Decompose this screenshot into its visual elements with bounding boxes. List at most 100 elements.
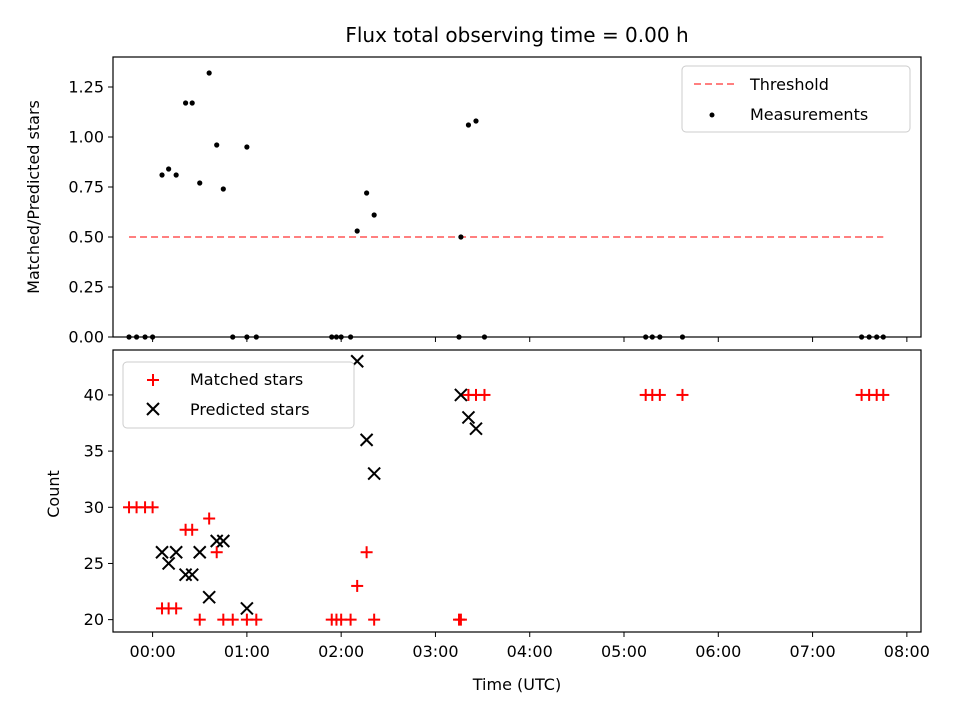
matched-stars-point [653,388,666,401]
measurements-point [859,334,865,340]
measurements-point [182,100,189,106]
matched-stars-point [170,602,183,615]
top-axes-frame [112,56,922,338]
measurements-point [371,212,377,218]
top-y-tick-label: 0.50 [68,228,104,247]
measurements-point [333,334,340,340]
bottom-x-tick-label: 07:00 [790,642,836,661]
predicted-stars-point [169,545,183,559]
matched-stars-point [186,523,199,536]
measurements-point [354,228,360,234]
top-panel: 0.00 0.25 0.50 0.75 1.00 1.25 [68,56,922,347]
matched-stars-point [203,512,216,525]
measurements-point [149,334,156,340]
bottom-x-tick-label: 03:00 [412,642,458,661]
bottom-x-tick-label: 08:00 [884,642,930,661]
measurements-point [347,334,354,340]
measurements-point [197,180,203,186]
predicted-stars-point [185,567,199,582]
matched-stars-point [351,579,364,592]
measurements-point [874,334,880,340]
top-legend: Threshold Measurements [681,65,911,133]
chart-title: Flux total observing time = 0.00 h [345,23,688,47]
bottom-x-tick-label: 04:00 [507,642,553,661]
predicted-stars-point [359,433,374,447]
measurements-point [173,172,179,178]
measurements-point [206,70,212,76]
x-axis-label: Time (UTC) [472,675,561,694]
bottom-x-tick-label: 02:00 [318,642,364,661]
measurements-point [866,334,872,340]
measurements-point [189,100,195,106]
legend-matched-label: Matched stars [190,370,303,389]
measurements-point [133,334,140,340]
legend-predicted-label: Predicted stars [190,400,310,419]
legend-predicted-marker [146,402,160,416]
predicted-stars-point [202,590,216,604]
bottom-x-tick-label: 05:00 [601,642,647,661]
matched-stars-point [454,613,467,626]
bottom-x-tick-label: 06:00 [695,642,741,661]
bottom-y-tick-label: 25 [84,554,104,573]
matched-stars-point [360,546,373,559]
measurements-point [338,334,344,340]
top-legend-box [681,65,911,133]
top-y-tick-label: 1.25 [68,78,104,97]
measurements-point [473,118,479,124]
measurements-point [481,334,488,340]
top-y-tick-label: 0.75 [68,178,104,197]
top-y-tick-label: 0.00 [68,328,104,347]
measurements-point [657,334,663,340]
legend-threshold-label: Threshold [749,75,829,94]
matched-stars-point [146,501,159,514]
top-y-axis-label: Matched/Predicted stars [24,100,43,294]
bottom-legend: Matched stars Predicted stars [122,361,355,429]
predicted-stars-point [240,601,254,616]
measurements-point [880,334,886,340]
measurements-point [214,142,220,148]
bottom-y-tick-label: 20 [84,610,104,629]
bottom-y-tick-label: 30 [84,498,104,517]
legend-measurements-label: Measurements [750,105,868,124]
bottom-x-tick-label: 01:00 [224,642,270,661]
measurements-point [329,334,335,340]
matched-stars-point [344,613,357,626]
measurements-point [244,144,250,150]
predicted-stars-point [178,567,193,582]
measurements-point [465,122,472,128]
predicted-stars-point [469,421,483,436]
measurements-point [159,172,165,178]
top-y-tick-label: 0.25 [68,278,104,297]
measurements-point [458,234,464,240]
matched-stars-point [676,388,689,401]
predicted-stars-point [216,534,231,548]
matched-stars-point [250,613,263,626]
top-y-tick-label: 1.00 [68,128,104,147]
measurements-point [253,334,259,340]
predicted-stars-point [367,466,381,481]
matched-stars-point [478,388,491,401]
legend-matched-marker [147,374,159,386]
bottom-panel: 20 25 30 35 40 00:00 01:00 02:00 03:00 04:00 05:00… [84,349,930,661]
measurements-point [166,166,172,172]
matched-stars-point [193,613,206,626]
bottom-axes-frame [112,349,922,633]
measurements-point [643,334,649,340]
measurements-point [649,334,655,340]
measurements-point [230,334,236,340]
matched-stars-point [877,388,890,401]
predicted-stars-point [210,534,224,548]
measurements-point [679,334,686,340]
measurements-point [456,334,462,340]
measurements-point [220,186,226,192]
predicted-stars-point [461,410,476,425]
measurements-point [244,334,250,340]
matched-stars-point [226,613,239,626]
measurements-point [364,190,370,196]
bottom-x-tick-label: 00:00 [130,642,176,661]
predicted-stars-point [454,388,468,402]
bottom-y-tick-label: 35 [84,442,104,461]
matched-stars-point [210,546,223,559]
predicted-stars-point [155,545,169,559]
